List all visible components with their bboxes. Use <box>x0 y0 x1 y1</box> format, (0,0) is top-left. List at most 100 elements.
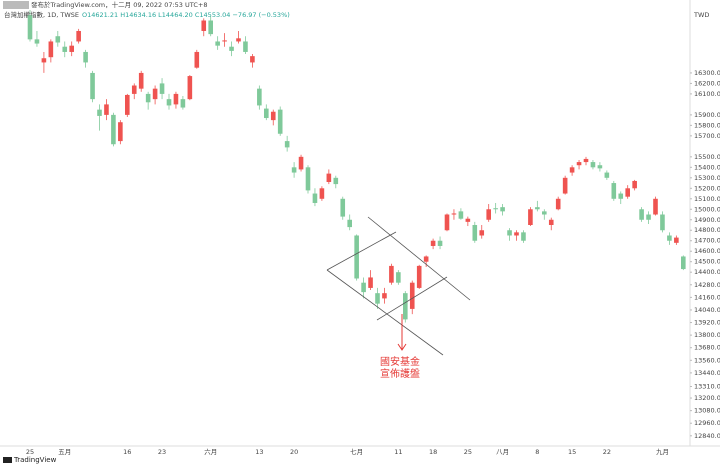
y-tick-label: 12960.00 <box>694 419 720 427</box>
candle-body <box>535 207 540 210</box>
y-tick-label: 15700.00 <box>694 132 720 140</box>
y-tick-label: 14700.00 <box>694 237 720 245</box>
y-tick-label: 15000.00 <box>694 205 720 213</box>
y-tick-label: 14280.00 <box>694 281 720 289</box>
candle-body <box>257 88 262 106</box>
candle-body <box>284 141 290 148</box>
y-tick-label: 13800.00 <box>694 331 720 339</box>
candle-body <box>173 93 179 105</box>
annotation: 宣佈護盤 <box>380 367 420 380</box>
candle-body <box>465 218 471 222</box>
candle-body <box>569 167 575 173</box>
candle-body <box>479 230 485 236</box>
candle-body <box>437 240 443 246</box>
y-tick-label: 15900.00 <box>694 111 720 119</box>
candle-body <box>326 173 332 182</box>
x-tick-label: 13 <box>255 448 263 456</box>
candle-body <box>291 167 297 173</box>
x-tick-label: 25 <box>26 448 34 456</box>
arrow <box>397 314 407 351</box>
candle-body <box>125 94 130 115</box>
candle-body <box>542 211 547 215</box>
candle-body <box>194 51 200 68</box>
y-tick-label: 16100.00 <box>694 90 720 98</box>
candle-body <box>667 235 672 241</box>
y-tick-label: 13560.00 <box>694 356 720 364</box>
candle-body <box>597 165 603 169</box>
candle-body <box>382 293 387 299</box>
candle-body <box>138 72 144 89</box>
candle-body <box>389 265 394 283</box>
candle-body <box>528 209 533 225</box>
candle-body <box>34 39 40 44</box>
candle-body <box>681 256 686 270</box>
y-tick-label: 15800.00 <box>694 121 720 129</box>
candle-body <box>403 293 408 320</box>
candle-body <box>250 56 255 63</box>
candle-body <box>472 225 478 241</box>
blurred-user <box>3 1 29 9</box>
candle-body <box>69 45 74 52</box>
y-tick-label: 16300.00 <box>694 69 720 77</box>
candle-body <box>166 99 172 106</box>
candle-body <box>243 41 248 52</box>
candle-body <box>48 41 54 58</box>
candle-body <box>97 109 102 116</box>
candle-body <box>340 198 346 217</box>
candle-body <box>27 15 33 40</box>
x-tick-label: 18 <box>429 448 437 456</box>
candle-body <box>507 230 512 236</box>
candle-body <box>159 83 165 94</box>
y-tick-label: 13440.00 <box>694 369 720 377</box>
candle-body <box>152 88 158 100</box>
candle-body <box>444 214 450 231</box>
x-tick-label: 8 <box>535 448 539 456</box>
candle-body <box>562 177 568 194</box>
candle-body <box>347 219 352 228</box>
candle-body <box>396 272 401 283</box>
candle-body <box>632 180 637 189</box>
x-tick-label: 七月 <box>350 447 363 456</box>
y-tick-label: 15100.00 <box>694 195 720 203</box>
candle-body <box>555 198 561 210</box>
publisher: 發布於TradingView.com，十二月 09, 2022 07:53 UT… <box>31 0 207 9</box>
candle-body <box>41 58 47 63</box>
candle-body <box>208 20 213 35</box>
currency: TWD <box>693 11 709 19</box>
y-tick-label: 15300.00 <box>694 174 720 182</box>
candle-body <box>618 193 624 199</box>
x-tick-label: 八月 <box>496 448 509 456</box>
ohlc-summary: O14621.21 H14634.16 L14464.20 C14553.04 … <box>82 11 290 19</box>
candle-body <box>576 162 582 166</box>
candle-body <box>118 122 123 142</box>
candle-body <box>319 188 325 199</box>
candle-body <box>222 40 227 42</box>
candle-body <box>548 219 554 225</box>
candle-body <box>215 41 220 46</box>
candle-body <box>361 282 366 293</box>
y-tick-label: 14800.00 <box>694 226 720 234</box>
candle-body <box>521 232 526 241</box>
diamond-pattern <box>326 216 471 356</box>
y-tick-label: 14900.00 <box>694 216 720 224</box>
candle-body <box>236 38 241 42</box>
y-tick-label: 13200.00 <box>694 394 720 402</box>
candle-body <box>674 237 679 243</box>
x-tick-label: 六月 <box>204 447 217 456</box>
candle-body <box>430 240 436 246</box>
candle-body <box>305 167 311 191</box>
candle-body <box>451 213 457 215</box>
candle-body <box>611 183 617 199</box>
candle-body <box>375 293 380 304</box>
y-tick-label: 14400.00 <box>694 268 720 276</box>
candle-body <box>646 214 651 220</box>
candle-body <box>277 109 283 134</box>
x-tick-label: 11 <box>394 448 402 456</box>
y-tick-label: 14160.00 <box>694 293 720 301</box>
x-tick-label: 23 <box>158 448 166 456</box>
candle-body <box>486 209 491 220</box>
candle-body <box>264 108 269 119</box>
candle-body <box>409 282 415 309</box>
y-tick-label: 14500.00 <box>694 258 720 266</box>
